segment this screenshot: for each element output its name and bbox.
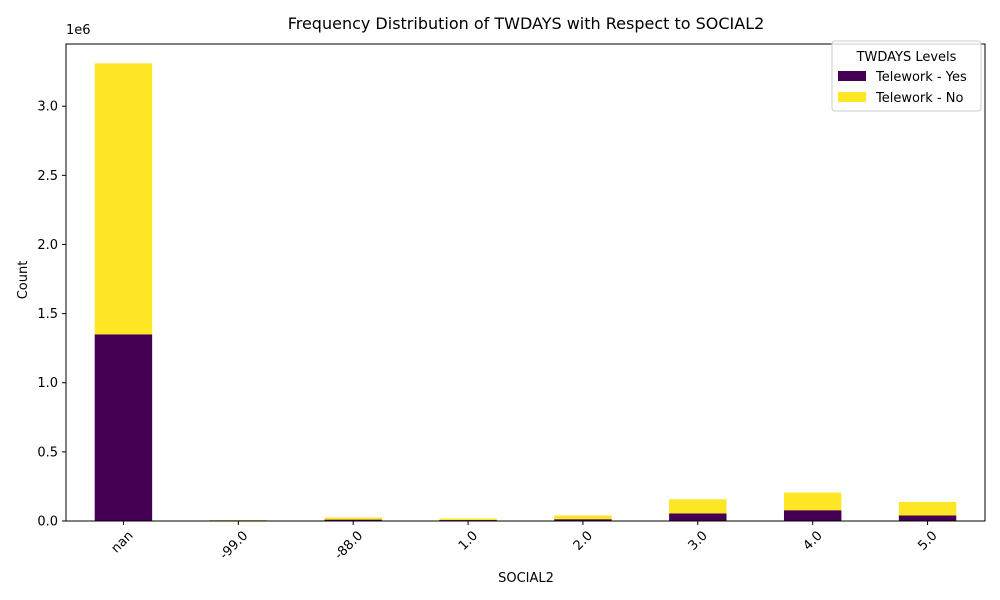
axes-frame [65,43,986,522]
bar-no-5 [669,499,727,514]
y-tick-label-4: 2.0 [37,238,58,253]
legend-label-0: Telework - Yes [875,70,967,85]
chart-title: Frequency Distribution of TWDAYS with Re… [288,14,765,33]
y-tick-label-1: 0.5 [37,445,58,460]
y-tick-label-2: 1.0 [37,376,58,391]
y-axis-title: Count [16,261,31,300]
bar-no-0 [94,63,153,335]
bar-yes-5 [669,513,727,521]
x-tick-label-5: 3.0 [686,528,711,553]
legend-swatch-1 [838,92,866,102]
bar-yes-2 [324,519,382,521]
legend-label-1: Telework - No [875,91,963,106]
x-tick-label-2: -88.0 [332,528,366,562]
bar-yes-6 [783,510,842,521]
legend-swatch-0 [838,71,866,81]
y-tick-label-3: 1.5 [37,307,58,322]
y-axis-offset-label: 1e6 [66,23,91,38]
plot-area: 0.0 0.5 1.0 1.5 2.0 2.5 3.0 nan -99.0 -88.0 1.0 2.0… [37,43,986,563]
x-tick-label-1: -99.0 [217,528,251,562]
x-tick-label-0: nan [109,528,137,556]
bar-yes-7 [898,515,957,521]
x-axis-title: SOCIAL2 [498,571,554,586]
bar-no-7 [898,501,957,516]
bar-no-3 [439,518,497,521]
x-tick-label-3: 1.0 [456,528,481,553]
legend-title: TWDAYS Levels [856,50,957,65]
y-tick-label-0: 0.0 [37,515,58,530]
x-tick-label-7: 5.0 [915,528,940,553]
legend: TWDAYS Levels Telework - Yes Telework - N… [831,40,982,112]
x-tick-label-4: 2.0 [571,528,596,553]
y-tick-label-6: 3.0 [37,100,58,115]
bar-yes-4 [554,519,612,521]
bar-no-2 [324,517,382,520]
y-tick-label-5: 2.5 [37,169,58,184]
bar-yes-0 [94,334,153,521]
bar-no-6 [783,492,842,511]
x-tick-label-6: 4.0 [801,528,826,553]
bar-no-4 [554,515,612,520]
legend-frame [831,40,982,112]
